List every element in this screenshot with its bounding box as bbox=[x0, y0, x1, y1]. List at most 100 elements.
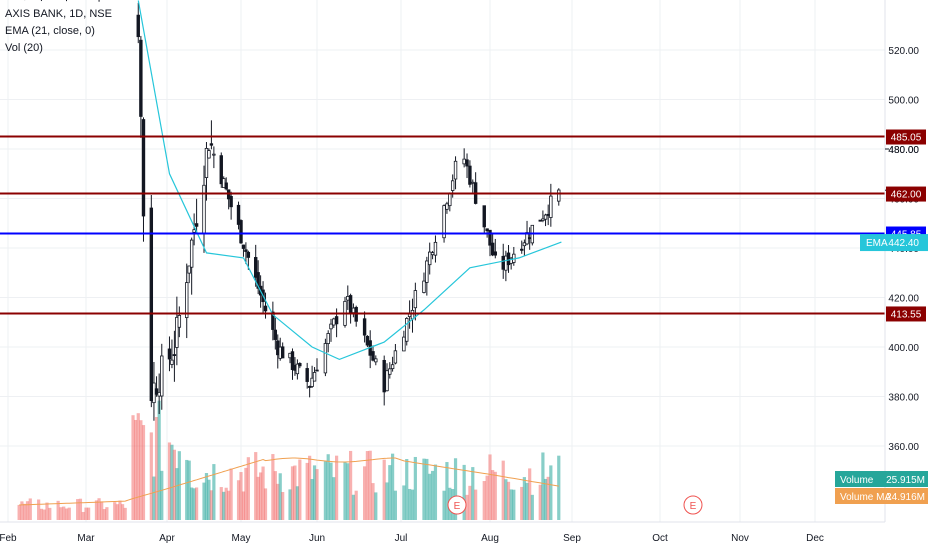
volume-bar bbox=[425, 458, 429, 520]
volume-bar bbox=[541, 452, 545, 520]
candle-body bbox=[315, 369, 319, 372]
volume-bar bbox=[525, 482, 529, 520]
volume-bar bbox=[512, 489, 516, 520]
volume-bar bbox=[177, 451, 181, 520]
candle-body bbox=[393, 350, 398, 364]
volume-bar bbox=[391, 453, 395, 520]
y-tick-label: 420.00 bbox=[888, 294, 919, 305]
earnings-marker[interactable]: E bbox=[447, 495, 467, 515]
candle-body bbox=[209, 143, 214, 146]
candle-body bbox=[504, 255, 508, 271]
volume-bar bbox=[335, 455, 339, 520]
symbol-title[interactable]: AXIS BANK, 1D, NSE bbox=[5, 8, 112, 20]
volume-bar bbox=[259, 472, 263, 520]
candle-body bbox=[468, 165, 472, 185]
volume-bar bbox=[430, 470, 435, 520]
earnings-marker-label: E bbox=[454, 501, 461, 512]
x-tick-label: Feb bbox=[0, 533, 17, 544]
candle-body bbox=[390, 364, 395, 370]
candle-body bbox=[450, 180, 455, 191]
x-tick-label: Dec bbox=[806, 533, 824, 544]
ema-tag-value: 442.40 bbox=[888, 238, 919, 249]
volume-bar bbox=[363, 466, 367, 520]
volume-bar bbox=[323, 461, 327, 520]
candle-body bbox=[371, 351, 375, 361]
volume-bar bbox=[549, 465, 553, 520]
volume-bar bbox=[56, 500, 60, 520]
volume-bar bbox=[167, 442, 172, 520]
candle-body bbox=[175, 316, 179, 348]
volume-bar bbox=[538, 484, 542, 520]
candle-body bbox=[323, 343, 328, 374]
candle-body bbox=[219, 155, 223, 185]
candle-body bbox=[136, 14, 140, 38]
volume-bar bbox=[102, 509, 106, 520]
candle-body bbox=[295, 363, 300, 375]
volume-bar bbox=[488, 454, 492, 520]
volume-bar bbox=[442, 490, 446, 520]
candle-body bbox=[310, 377, 314, 387]
candle-body bbox=[348, 295, 353, 315]
candle-body bbox=[149, 207, 154, 402]
volume-bar bbox=[67, 507, 71, 520]
candle-body bbox=[202, 184, 206, 234]
candle-body bbox=[273, 329, 278, 340]
candle-body bbox=[405, 318, 409, 342]
volume-bar bbox=[78, 498, 83, 520]
candle-body bbox=[557, 189, 561, 202]
candle-body bbox=[402, 336, 406, 352]
volume-bar bbox=[343, 462, 347, 520]
volume-bar bbox=[120, 504, 125, 520]
volume-bar bbox=[422, 458, 426, 520]
candle-body bbox=[298, 363, 302, 367]
volume-tag-name: Volume bbox=[840, 475, 874, 486]
x-tick-label: Sep bbox=[563, 533, 581, 544]
level-tag bbox=[886, 129, 926, 145]
candle-body bbox=[385, 370, 389, 392]
candle-body bbox=[527, 237, 532, 240]
volume-tag-value: 25.915M bbox=[886, 475, 925, 486]
volume-bar bbox=[48, 507, 52, 520]
volume-bar bbox=[310, 479, 314, 520]
candle-body bbox=[445, 203, 449, 210]
volume-bar bbox=[298, 459, 302, 520]
volume-bar bbox=[100, 501, 104, 520]
candle-body bbox=[351, 307, 356, 314]
volume-bar bbox=[141, 425, 146, 520]
candles bbox=[24, 0, 561, 421]
volume-bar bbox=[509, 489, 513, 520]
volume-bar bbox=[501, 460, 505, 520]
candle-body bbox=[305, 368, 309, 382]
volume-bar bbox=[172, 449, 176, 520]
y-tick-label: 500.00 bbox=[888, 96, 919, 107]
volume-bar bbox=[81, 511, 85, 520]
ema-legend[interactable]: EMA (21, close, 0) bbox=[5, 25, 95, 37]
candle-body bbox=[236, 204, 241, 225]
earnings-marker-circle bbox=[447, 495, 467, 515]
volume-bar bbox=[462, 464, 466, 520]
volume-bar bbox=[219, 487, 223, 520]
volume-bar bbox=[428, 473, 432, 520]
candle-body bbox=[546, 213, 550, 216]
volume-legend[interactable]: Vol (20) bbox=[5, 42, 43, 54]
volume-bar bbox=[522, 477, 526, 520]
volume-bar bbox=[212, 464, 216, 520]
y-tick-label: 520.00 bbox=[888, 46, 919, 57]
candle-body bbox=[192, 229, 196, 233]
volume-bar bbox=[504, 479, 508, 520]
volume-bar bbox=[42, 509, 46, 520]
earnings-marker[interactable]: E bbox=[683, 495, 703, 515]
volume-bar bbox=[368, 450, 372, 520]
candle-body bbox=[388, 368, 392, 375]
y-tick-label: 380.00 bbox=[888, 393, 919, 404]
volume-bar bbox=[244, 467, 248, 520]
volume-bar bbox=[209, 490, 213, 520]
price-label: 480.00 bbox=[888, 145, 919, 156]
candle-body bbox=[167, 348, 172, 360]
x-tick-label: Jun bbox=[309, 533, 325, 544]
candle-body bbox=[425, 260, 429, 283]
earnings-marker-circle bbox=[683, 495, 703, 515]
